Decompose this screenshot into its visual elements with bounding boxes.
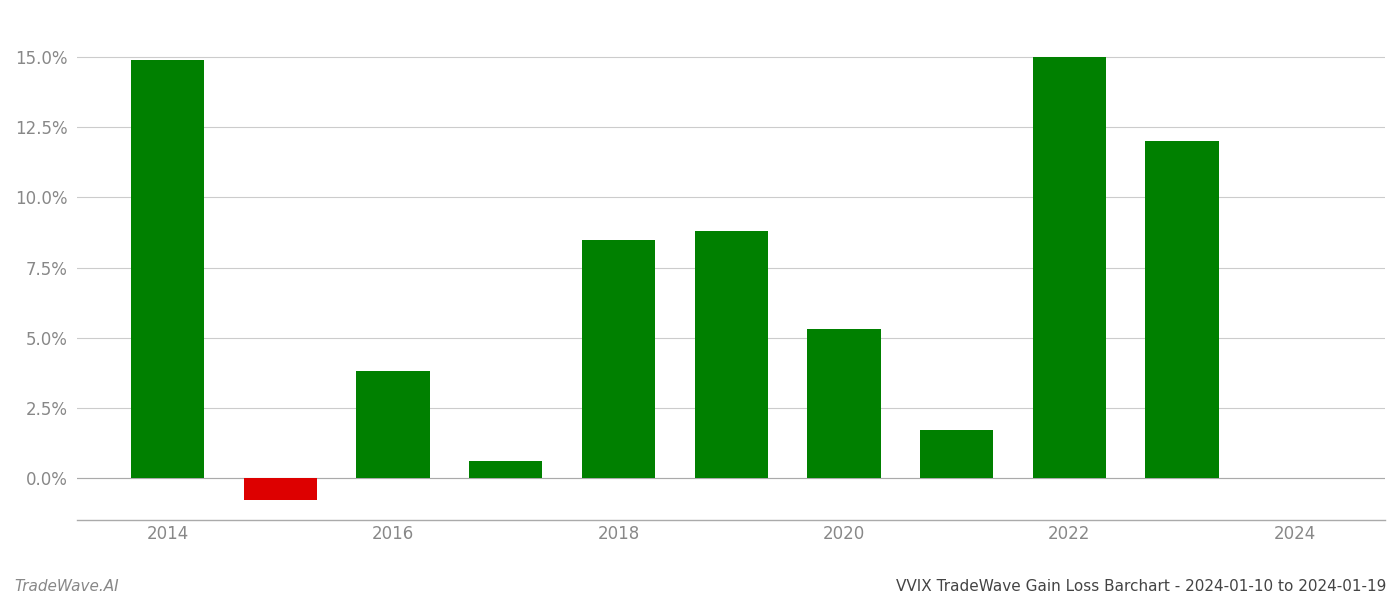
Text: TradeWave.AI: TradeWave.AI — [14, 579, 119, 594]
Bar — [469, 461, 542, 478]
Bar — [244, 478, 316, 500]
Bar — [808, 329, 881, 478]
Bar — [694, 231, 767, 478]
Bar — [582, 239, 655, 478]
Bar — [1033, 57, 1106, 478]
Bar — [357, 371, 430, 478]
Bar — [920, 430, 993, 478]
Bar — [130, 60, 204, 478]
Bar — [1145, 141, 1219, 478]
Text: VVIX TradeWave Gain Loss Barchart - 2024-01-10 to 2024-01-19: VVIX TradeWave Gain Loss Barchart - 2024… — [896, 579, 1386, 594]
